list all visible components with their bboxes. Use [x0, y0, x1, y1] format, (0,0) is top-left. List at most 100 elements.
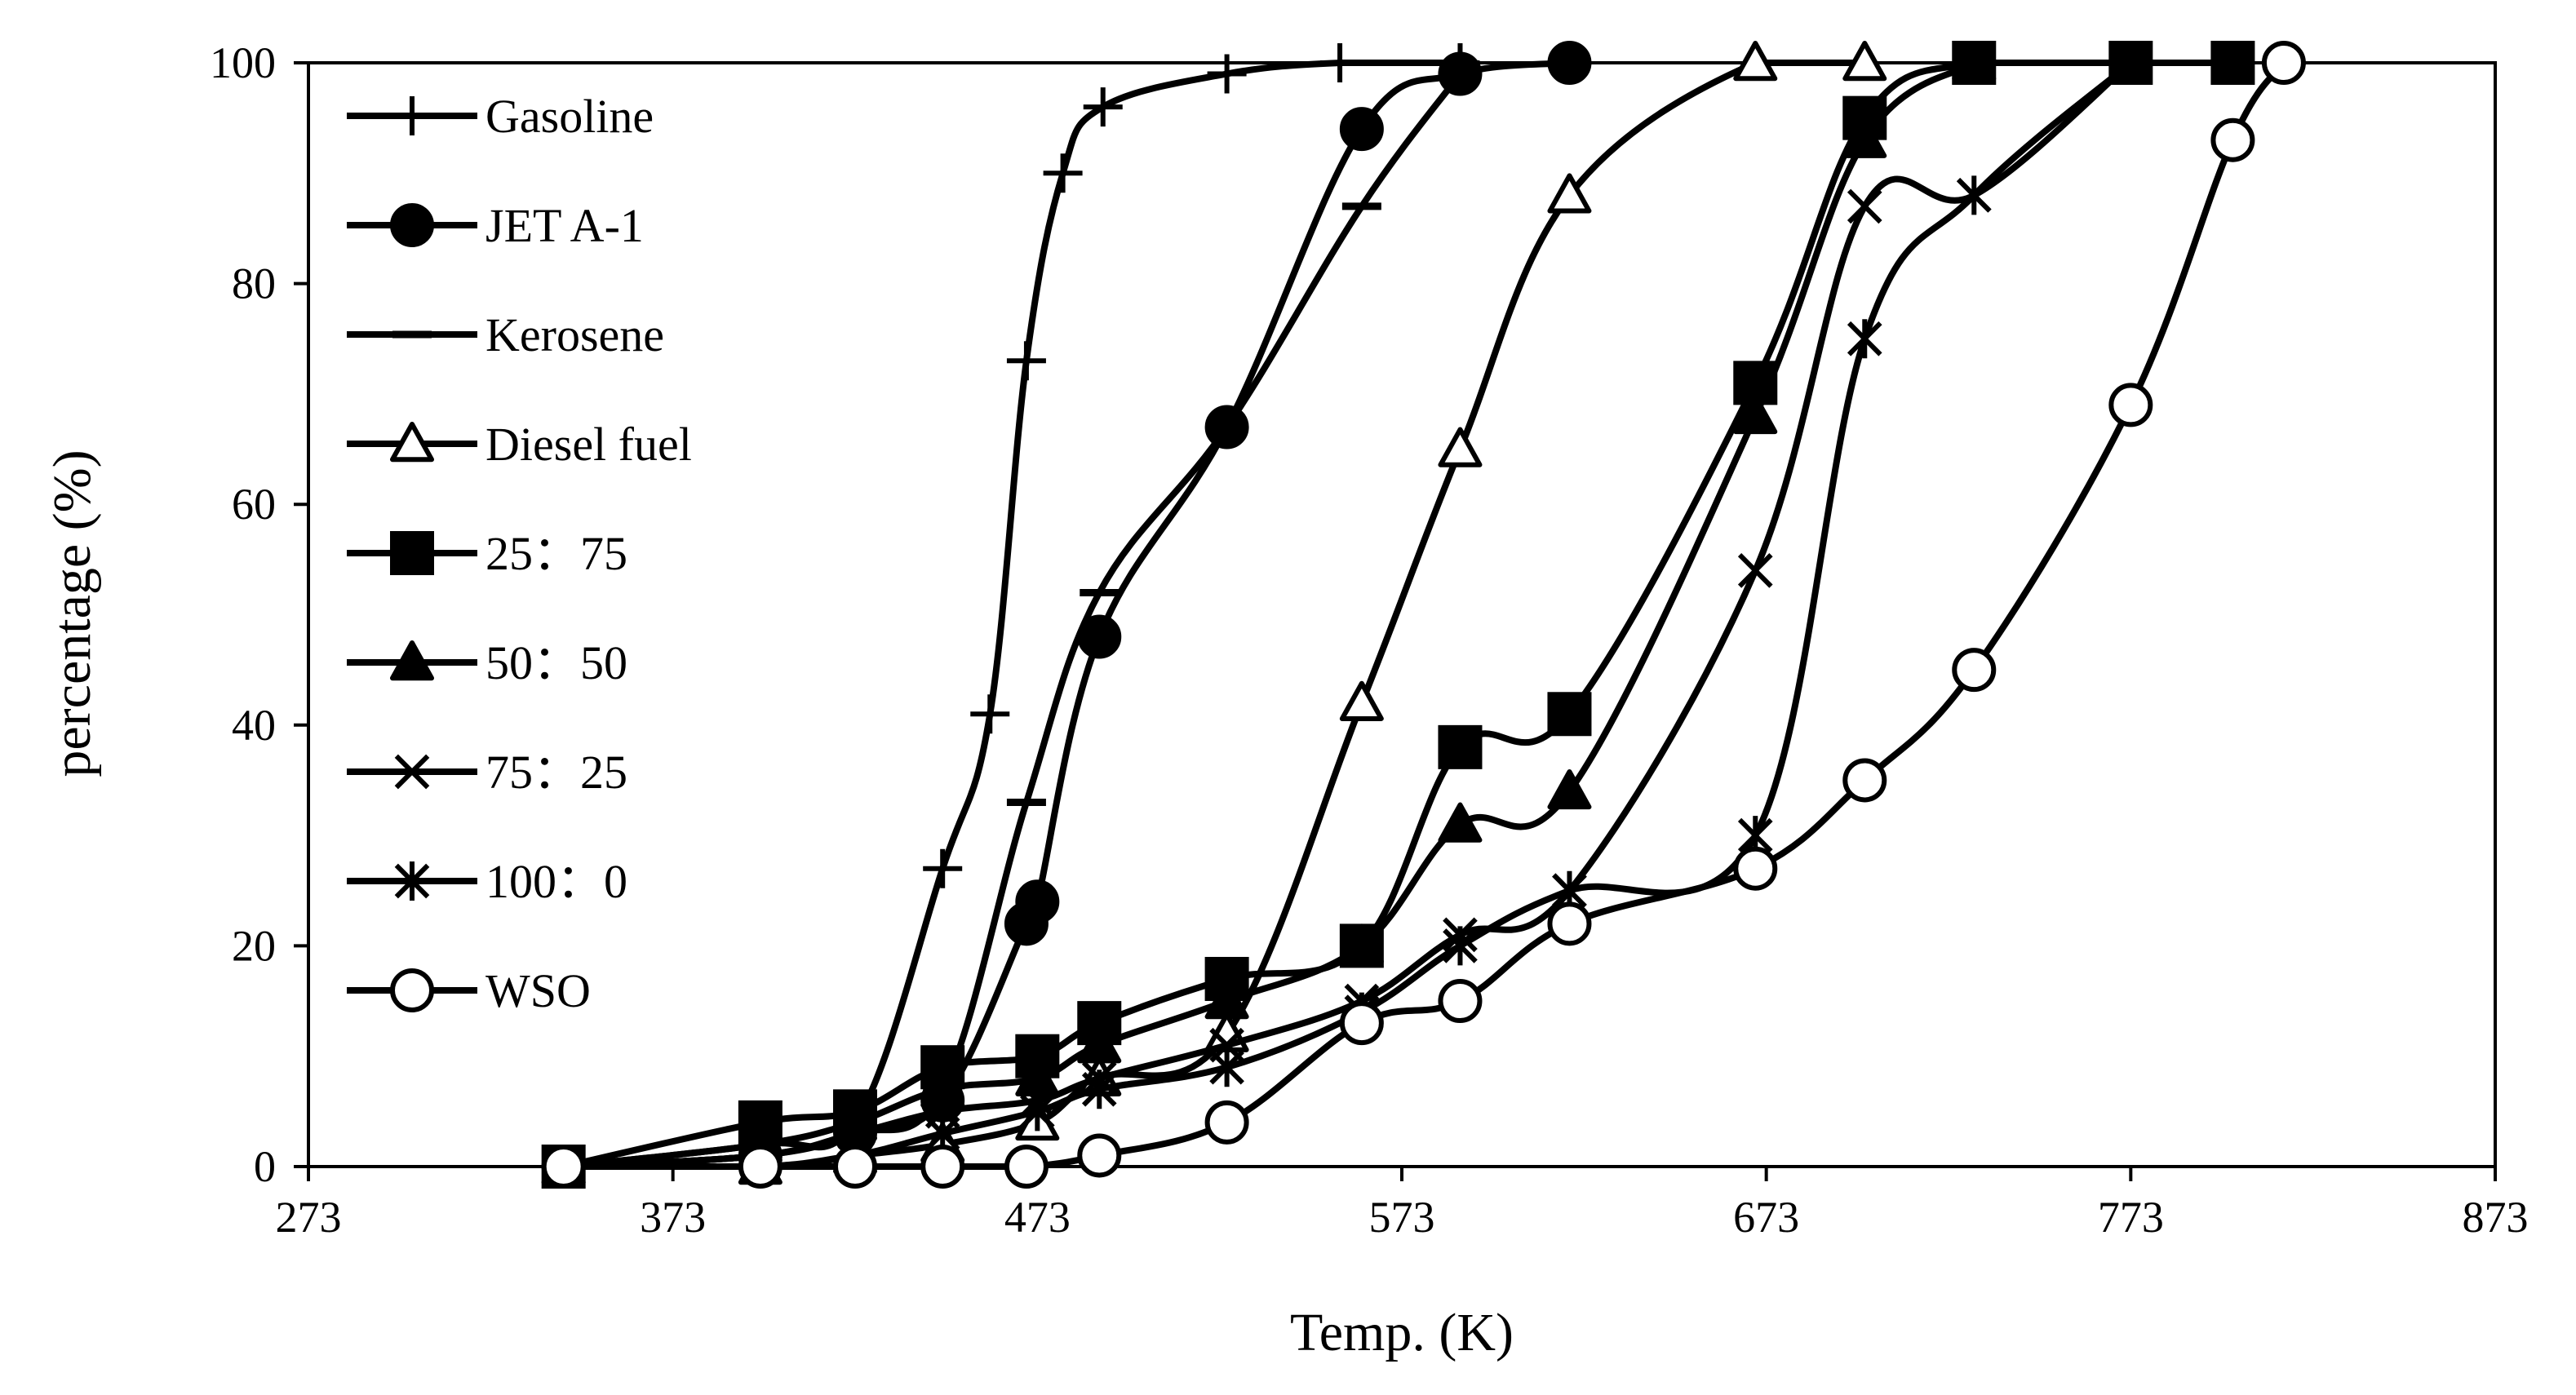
data-point-wso [541, 1145, 586, 1189]
data-point-50-50 [1952, 41, 1997, 82]
legend-label: WSO [485, 964, 591, 1017]
data-point-50-50 [1547, 768, 1592, 810]
x-tick-label: 573 [1369, 1193, 1435, 1242]
data-point-wso [1438, 979, 1483, 1024]
legend: Gasoline JET A-1 Kerosene Diesel fuel 25：75 5… [347, 90, 692, 1017]
data-point-25-75 [1547, 692, 1592, 737]
legend-item-100-0: 100：0 [347, 855, 627, 908]
data-point-gasoline [1006, 341, 1046, 381]
y-axis-title: percentage (%) [42, 450, 102, 777]
data-point-100-0 [1956, 175, 1992, 215]
legend-label: Gasoline [485, 90, 654, 143]
data-point-jet-a-1 [1547, 41, 1592, 85]
data-point-75-25 [1847, 188, 1882, 224]
legend-item-25-75: 25：75 [347, 527, 627, 580]
series-kerosene [543, 70, 1480, 1171]
data-point-gasoline [1083, 87, 1123, 127]
data-point-50-50 [1339, 923, 1384, 964]
data-point-100-0 [1443, 926, 1478, 966]
legend-marker-75-25 [394, 754, 430, 790]
legend-item-gasoline: Gasoline [347, 90, 654, 143]
x-tick-label: 273 [276, 1193, 342, 1242]
data-point-wso [1339, 1001, 1384, 1046]
legend-marker-wso [390, 968, 434, 1012]
series-line-50-50 [560, 60, 1978, 1170]
x-tick-label: 373 [640, 1193, 706, 1242]
data-point-wso [1547, 901, 1592, 946]
legend-item-75-25: 75：25 [347, 746, 627, 799]
x-tick-label: 473 [1004, 1193, 1071, 1242]
x-tick-label: 873 [2463, 1193, 2529, 1242]
data-point-50-50 [1842, 117, 1887, 158]
data-point-diesel-fuel [1842, 41, 1887, 82]
data-point-25-75 [2210, 41, 2255, 85]
data-point-50-50 [1077, 1023, 1122, 1064]
y-tick-label: 60 [232, 480, 276, 529]
series-line-kerosene [560, 70, 1464, 1170]
legend-label: 100：0 [485, 855, 627, 908]
data-point-wso [833, 1145, 877, 1189]
series-wso [541, 41, 2306, 1189]
data-point-wso [1204, 1100, 1249, 1145]
legend-item-kerosene: Kerosene [347, 308, 664, 361]
y-tick-label: 100 [210, 38, 276, 87]
data-point-wso [2108, 383, 2153, 427]
data-point-wso [738, 1145, 783, 1189]
legend-item-wso: WSO [347, 964, 591, 1017]
legend-item-jet-a-1: JET A-1 [347, 199, 644, 252]
data-point-50-50 [1733, 393, 1778, 435]
legend-marker-50-50 [390, 640, 434, 681]
legend-marker-25-75 [390, 531, 434, 575]
axes: 273 373 473 573 673 773 873 0 20 40 60 80 100 [210, 38, 2529, 1242]
data-point-75-25 [1737, 553, 1773, 588]
data-point-jet-a-1 [1015, 879, 1060, 924]
legend-marker-100-0 [394, 861, 430, 901]
data-point-wso [2261, 41, 2306, 85]
y-tick-label: 0 [254, 1142, 276, 1191]
legend-label: JET A-1 [485, 199, 644, 252]
legend-label: Kerosene [485, 308, 664, 361]
data-point-diesel-fuel [1339, 680, 1384, 721]
series-line-jet-a-1 [560, 60, 1573, 1170]
legend-marker-diesel-fuel [390, 422, 434, 463]
data-point-100-0 [1020, 1092, 1055, 1132]
legend-label: 75：25 [485, 746, 627, 799]
series-line-gasoline [560, 59, 1464, 1170]
legend-marker-jet-a-1 [390, 203, 434, 247]
series-layer [541, 41, 2306, 1189]
series-line-wso [560, 60, 2287, 1170]
legend-marker-gasoline [392, 96, 432, 135]
data-point-wso [920, 1145, 965, 1189]
y-tick-label: 20 [232, 921, 276, 970]
data-point-50-50 [1438, 802, 1483, 843]
data-point-gasoline [923, 848, 963, 888]
series-50-50 [541, 41, 1997, 1185]
data-point-gasoline [970, 694, 1010, 734]
data-point-jet-a-1 [1339, 107, 1384, 152]
x-axis-title: Temp. (K) [1290, 1303, 1514, 1362]
y-tick-label: 40 [232, 701, 276, 750]
legend-label: 50：50 [485, 636, 627, 689]
data-point-100-0 [1847, 319, 1882, 359]
x-tick-label: 673 [1733, 1193, 1799, 1242]
data-point-wso [2210, 117, 2255, 162]
legend-label: Diesel fuel [485, 418, 692, 471]
data-point-wso [1952, 648, 1997, 693]
data-point-25-75 [1438, 724, 1483, 769]
data-point-gasoline [1043, 153, 1083, 193]
series-gasoline [543, 43, 1480, 1186]
data-point-100-0 [1209, 1047, 1244, 1087]
data-point-gasoline [1320, 43, 1360, 82]
x-tick-label: 773 [2098, 1193, 2164, 1242]
data-point-50-50 [920, 1067, 965, 1108]
series-jet-a-1 [541, 41, 1592, 1189]
data-point-100-0 [1081, 1070, 1117, 1109]
data-point-wso [1733, 846, 1778, 891]
data-point-wso [1004, 1145, 1049, 1189]
data-point-wso [1842, 758, 1887, 803]
data-point-diesel-fuel [1547, 173, 1592, 214]
data-point-gasoline [1207, 54, 1247, 94]
legend-label: 25：75 [485, 527, 627, 580]
series-line-25-75 [560, 59, 2237, 1170]
legend-item-50-50: 50：50 [347, 636, 627, 689]
